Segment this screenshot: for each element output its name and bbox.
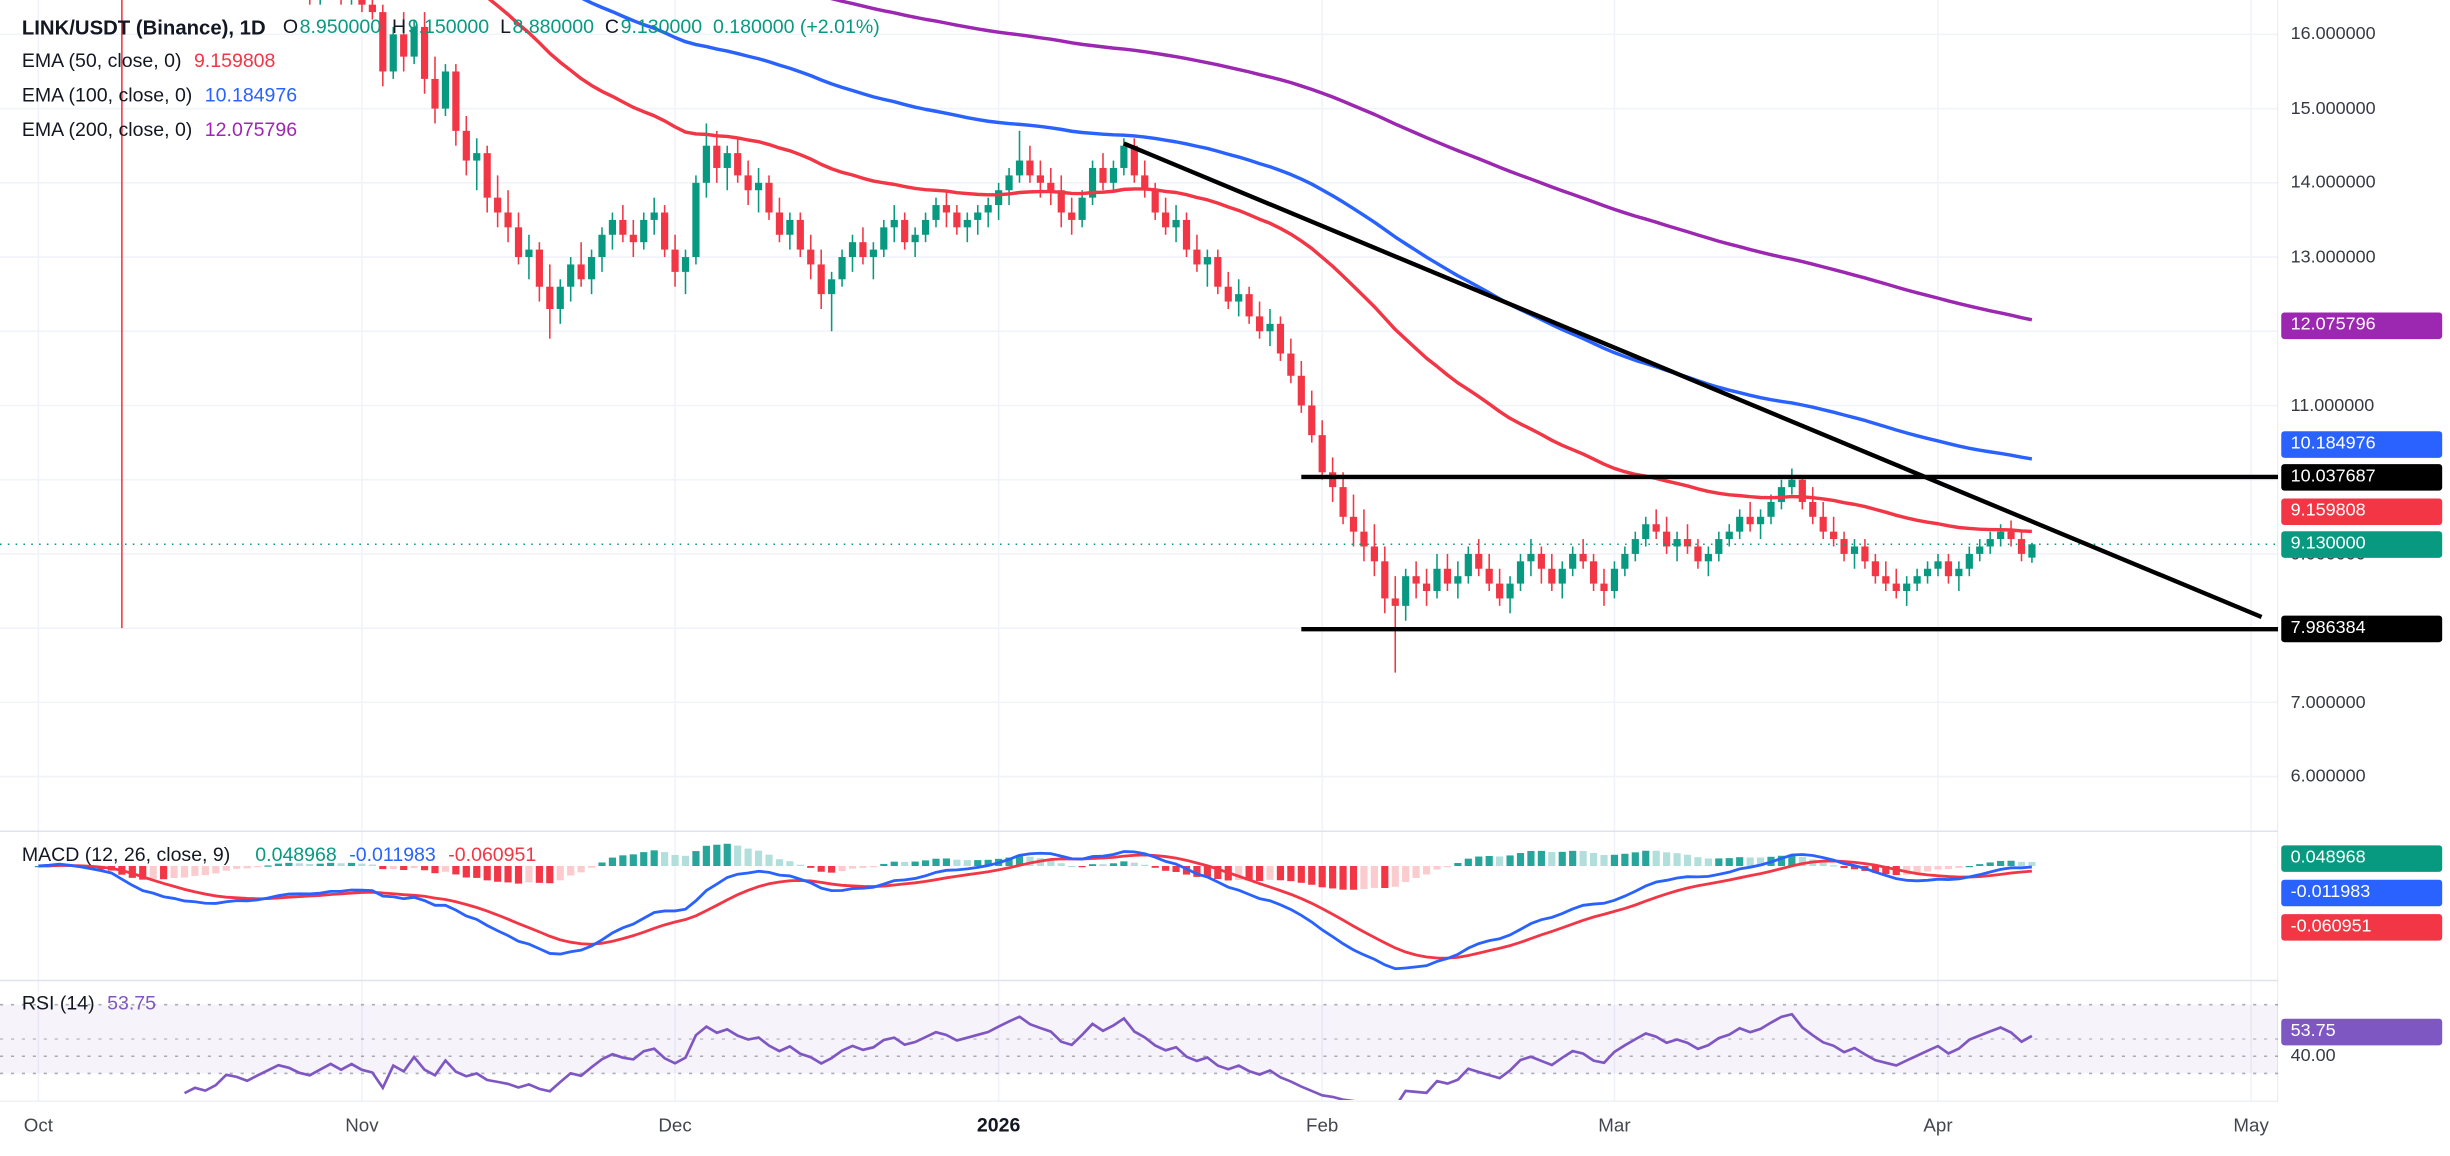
price-badge: 9.159808 [2281,498,2443,525]
rsi-legend[interactable]: RSI (14) 53.75 [22,986,156,1020]
ohlc-h: H 9.150000 [392,15,490,38]
macd-legend-value: -0.060951 [448,843,537,866]
symbol-legend-row[interactable]: LINK/USDT (Binance), 1D O 8.950000 H 9.1500… [22,9,880,43]
time-axis[interactable]: Oct Nov Dec 2026 Feb Mar Apr May [0,1101,2450,1156]
macd-legend-label: MACD (12, 26, close, 9) [21,843,231,866]
price-badge: 9.130000 [2281,530,2443,558]
rsi-legend-label: RSI (14) [21,992,95,1015]
price-badge: 10.184976 [2281,430,2443,458]
rsi-band [0,1004,2279,1074]
price-badge: 12.075796 [2281,312,2443,339]
price-badge: 7.986384 [2281,615,2443,643]
ema-legend: EMA (50, close, 0) 9.159808 EMA (100, clos… [22,44,880,147]
macd-legend-value: -0.011983 [349,843,436,866]
ohlc-l: L 8.880000 [500,15,594,38]
ema-legend-row[interactable]: EMA (100, close, 0) 10.184976 [21,84,298,107]
ohlc-o: O 8.950000 [282,15,382,38]
ema-200-line[interactable] [38,0,2033,322]
time-label-Nov: Nov [345,1114,379,1136]
descending-trendline[interactable] [1123,141,2263,620]
macd-values: 0.048968 -0.011983 -0.060951 [243,844,536,866]
grid-layer [0,0,2279,1102]
price-tick: 11.000000 [2290,396,2375,415]
main-legend: LINK/USDT (Binance), 1D O 8.950000 H 9.1500… [22,9,880,147]
ema-legend-row[interactable]: EMA (200, close, 0) 12.075796 [21,118,298,141]
macd-line [38,850,2032,971]
price-tick: 13.000000 [2290,247,2376,267]
time-label-2026: 2026 [976,1114,1021,1136]
time-label-Oct: Oct [23,1114,53,1136]
macd-legend-value: 0.048968 [255,843,337,866]
price-axis[interactable]: 16.000000 15.000000 14.000000 13.000000 12.0… [2278,0,2450,1102]
time-label-Feb: Feb [1306,1114,1339,1136]
macd-legend[interactable]: MACD (12, 26, close, 9) 0.048968 -0.01198… [22,838,536,872]
time-label-May: May [2233,1114,2269,1136]
rsi-legend-value: 53.75 [107,992,156,1015]
price-tick: 15.000000 [2290,99,2376,118]
ohlc-values: O 8.950000 H 9.150000 L 8.880000 C 9.130000 [272,16,702,38]
macd-badge: -0.011983 [2281,879,2443,907]
macd-badge: -0.060951 [2281,914,2443,941]
price-tick: 7.000000 [2290,692,2366,712]
price-tick: 14.000000 [2290,173,2376,193]
price-tick: 16.000000 [2290,25,2376,44]
rsi-badge: 53.75 [2281,1019,2443,1046]
time-label-Dec: Dec [658,1114,692,1136]
ema-legend-row[interactable]: EMA (50, close, 0) 9.159808 [21,50,276,72]
time-label-Mar: Mar [1598,1114,1631,1136]
time-label-Apr: Apr [1923,1114,1953,1136]
ohlc-c: C 9.130000 [604,15,703,38]
symbol-title: LINK/USDT (Binance), 1D [21,14,266,39]
rsi-line [183,1012,2033,1100]
price-tick: 6.000000 [2290,767,2366,786]
macd-badge: 0.048968 [2281,845,2443,872]
macd-signal-line [38,853,2033,960]
price-badge: 10.037687 [2281,463,2443,491]
change-value: 0.180000 (+2.01%) [713,15,880,38]
rsi-tick: 40.00 [2290,1046,2336,1066]
ema-50-line[interactable] [38,0,2032,534]
candles-layer [121,0,2036,673]
